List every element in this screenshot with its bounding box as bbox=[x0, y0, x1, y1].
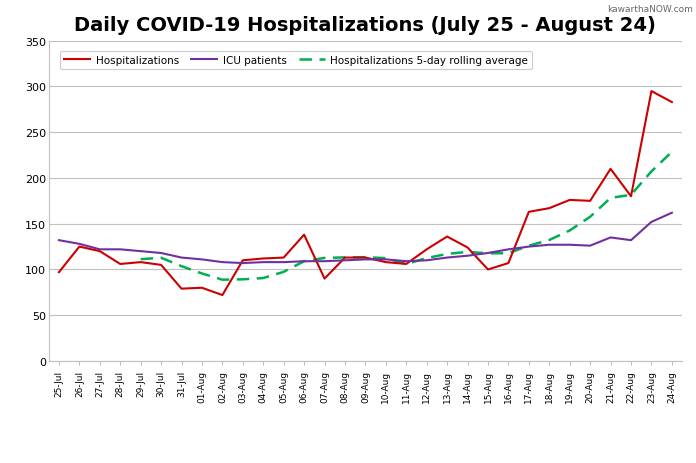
ICU patients bbox=[116, 247, 125, 252]
Hospitalizations bbox=[177, 286, 186, 292]
Hospitalizations 5-day rolling average bbox=[402, 262, 411, 267]
Hospitalizations 5-day rolling average bbox=[422, 256, 431, 261]
ICU patients bbox=[198, 257, 206, 263]
ICU patients bbox=[259, 260, 267, 265]
Hospitalizations bbox=[300, 232, 308, 238]
Hospitalizations 5-day rolling average bbox=[647, 169, 656, 175]
ICU patients bbox=[566, 243, 574, 248]
Hospitalizations 5-day rolling average bbox=[381, 256, 390, 261]
Title: Daily COVID-19 Hospitalizations (July 25 - August 24): Daily COVID-19 Hospitalizations (July 25… bbox=[74, 16, 656, 35]
ICU patients bbox=[402, 259, 411, 264]
Hospitalizations 5-day rolling average bbox=[443, 251, 451, 257]
ICU patients bbox=[647, 219, 656, 225]
Text: kawarthaNOW.com: kawarthaNOW.com bbox=[607, 5, 693, 13]
Hospitalizations 5-day rolling average bbox=[545, 238, 553, 243]
Line: Hospitalizations 5-day rolling average: Hospitalizations 5-day rolling average bbox=[141, 152, 672, 280]
Hospitalizations bbox=[525, 210, 533, 215]
Hospitalizations bbox=[95, 249, 104, 254]
Hospitalizations 5-day rolling average bbox=[566, 228, 574, 234]
ICU patients bbox=[320, 259, 329, 264]
ICU patients bbox=[627, 238, 635, 244]
Hospitalizations bbox=[647, 89, 656, 94]
Hospitalizations 5-day rolling average bbox=[136, 257, 145, 263]
Hospitalizations 5-day rolling average bbox=[525, 244, 533, 249]
ICU patients bbox=[545, 243, 553, 248]
Hospitalizations 5-day rolling average bbox=[198, 271, 206, 277]
Hospitalizations 5-day rolling average bbox=[320, 256, 329, 261]
Hospitalizations 5-day rolling average bbox=[361, 255, 370, 260]
ICU patients bbox=[239, 261, 247, 266]
ICU patients bbox=[95, 247, 104, 252]
ICU patients bbox=[341, 258, 349, 263]
Hospitalizations bbox=[606, 167, 615, 172]
Hospitalizations 5-day rolling average bbox=[484, 251, 492, 257]
ICU patients bbox=[586, 244, 594, 249]
ICU patients bbox=[525, 244, 533, 250]
ICU patients bbox=[504, 247, 512, 252]
Hospitalizations bbox=[566, 198, 574, 203]
Hospitalizations bbox=[667, 100, 676, 106]
Hospitalizations bbox=[586, 199, 594, 204]
Hospitalizations 5-day rolling average bbox=[504, 251, 512, 257]
ICU patients bbox=[157, 250, 165, 256]
ICU patients bbox=[361, 257, 370, 263]
Hospitalizations bbox=[504, 261, 512, 266]
Hospitalizations bbox=[484, 267, 492, 273]
Hospitalizations bbox=[443, 234, 451, 240]
Hospitalizations 5-day rolling average bbox=[627, 193, 635, 198]
Hospitalizations bbox=[259, 256, 267, 262]
Hospitalizations bbox=[381, 260, 390, 265]
Hospitalizations bbox=[545, 206, 553, 212]
ICU patients bbox=[75, 242, 84, 247]
Hospitalizations bbox=[280, 255, 288, 261]
ICU patients bbox=[464, 253, 472, 259]
Hospitalizations bbox=[136, 260, 145, 265]
Hospitalizations bbox=[402, 262, 411, 267]
Hospitalizations 5-day rolling average bbox=[606, 196, 615, 201]
ICU patients bbox=[606, 235, 615, 241]
Hospitalizations 5-day rolling average bbox=[300, 259, 308, 264]
Hospitalizations bbox=[198, 285, 206, 291]
Hospitalizations 5-day rolling average bbox=[157, 256, 165, 261]
Hospitalizations 5-day rolling average bbox=[219, 277, 227, 283]
ICU patients bbox=[381, 257, 390, 263]
Hospitalizations 5-day rolling average bbox=[667, 150, 676, 155]
Legend: Hospitalizations, ICU patients, Hospitalizations 5-day rolling average: Hospitalizations, ICU patients, Hospital… bbox=[61, 52, 532, 70]
Hospitalizations 5-day rolling average bbox=[177, 264, 186, 269]
Hospitalizations bbox=[341, 255, 349, 261]
ICU patients bbox=[177, 255, 186, 261]
Hospitalizations bbox=[219, 293, 227, 298]
Hospitalizations bbox=[422, 247, 431, 252]
Hospitalizations bbox=[627, 194, 635, 200]
ICU patients bbox=[667, 211, 676, 216]
ICU patients bbox=[300, 259, 308, 264]
Hospitalizations 5-day rolling average bbox=[341, 255, 349, 261]
ICU patients bbox=[55, 238, 63, 244]
ICU patients bbox=[484, 250, 492, 256]
ICU patients bbox=[136, 249, 145, 254]
ICU patients bbox=[443, 255, 451, 261]
Hospitalizations bbox=[361, 255, 370, 261]
Hospitalizations bbox=[320, 276, 329, 282]
Line: Hospitalizations: Hospitalizations bbox=[59, 92, 672, 295]
Hospitalizations bbox=[239, 258, 247, 263]
Hospitalizations bbox=[75, 244, 84, 250]
Hospitalizations 5-day rolling average bbox=[586, 214, 594, 220]
Hospitalizations bbox=[116, 262, 125, 267]
Hospitalizations 5-day rolling average bbox=[259, 275, 267, 281]
Hospitalizations 5-day rolling average bbox=[464, 250, 472, 255]
ICU patients bbox=[280, 260, 288, 265]
ICU patients bbox=[219, 260, 227, 265]
Line: ICU patients: ICU patients bbox=[59, 213, 672, 263]
Hospitalizations bbox=[55, 270, 63, 275]
Hospitalizations bbox=[157, 263, 165, 268]
Hospitalizations bbox=[464, 245, 472, 251]
ICU patients bbox=[422, 258, 431, 263]
Hospitalizations 5-day rolling average bbox=[280, 269, 288, 275]
Hospitalizations 5-day rolling average bbox=[239, 277, 247, 282]
